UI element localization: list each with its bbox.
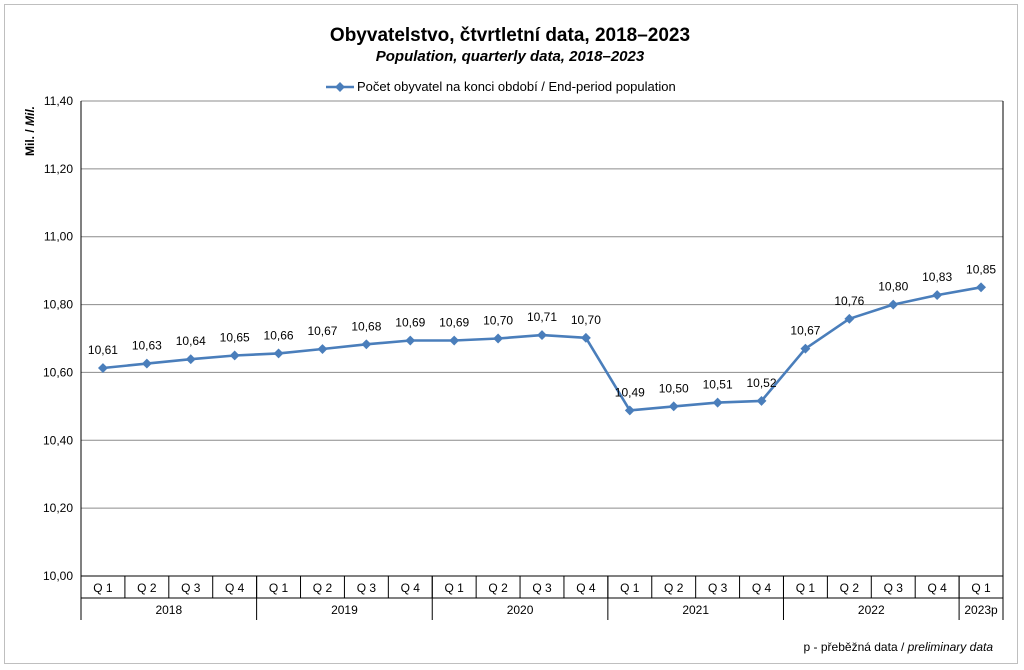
chart-subtitle: Population, quarterly data, 2018–2023 [376, 48, 645, 65]
data-point [668, 401, 679, 412]
legend-marker [335, 82, 345, 92]
x-tick-label: Q 4 [401, 581, 421, 595]
data-point [580, 332, 591, 343]
data-point [932, 290, 943, 301]
x-tick-label: Q 3 [181, 581, 201, 595]
gridlines [81, 100, 1003, 577]
data-label: 10,67 [307, 324, 337, 338]
data-point [449, 335, 460, 346]
y-axis-label: Mil. / Mil. [23, 106, 37, 156]
x-tick-label: Q 1 [796, 581, 816, 595]
x-tick-label: Q 3 [708, 581, 728, 595]
data-label: 10,63 [132, 339, 162, 353]
data-point [229, 350, 240, 361]
data-point [493, 333, 504, 344]
y-tick-label: 11,20 [44, 162, 73, 176]
x-tick-label: Q 4 [752, 581, 772, 595]
data-point [185, 354, 196, 365]
data-point [273, 348, 284, 359]
data-label: 10,76 [834, 294, 864, 308]
y-tick-labels: 10,00 10,20 10,40 10,60 10,80 11,00 11,20 11,40 [43, 94, 73, 583]
year-label: 2018 [155, 603, 182, 617]
data-label: 10,68 [351, 319, 381, 333]
year-label: 2020 [507, 603, 534, 617]
chart-frame [4, 4, 1018, 664]
legend-label: Počet obyvatel na konci období / End-per… [357, 79, 676, 94]
y-tick-label: 11,00 [44, 230, 73, 244]
data-label: 10,67 [790, 324, 820, 338]
data-point [800, 343, 811, 354]
y-tick-label: 10,00 [43, 569, 73, 583]
x-tick-label: Q 2 [664, 581, 684, 595]
x-tick-label: Q 2 [840, 581, 860, 595]
x-category-labels: Q 1 Q 2 Q 3 Q 4 Q 1 Q 2 Q 3 Q 4 Q 1 Q 2 Q 3 Q 4 Q 1 Q… [93, 581, 998, 617]
axes [80, 101, 1004, 620]
x-tick-label: Q 3 [532, 581, 552, 595]
footnote-en: preliminary data [907, 640, 994, 654]
data-label: 10,66 [264, 328, 294, 342]
data-point [141, 358, 152, 369]
legend: Počet obyvatel na konci období / End-per… [326, 79, 676, 94]
data-label: 10,51 [703, 378, 733, 392]
data-label: 10,49 [615, 385, 645, 399]
x-tick-label: Q 4 [576, 581, 596, 595]
year-label: 2019 [331, 603, 358, 617]
data-label: 10,70 [483, 314, 513, 328]
data-point [712, 397, 723, 408]
x-tick-label: Q 2 [313, 581, 333, 595]
data-point [888, 299, 899, 310]
data-point [537, 330, 547, 341]
x-tick-label: Q 4 [225, 581, 245, 595]
data-label: 10,80 [878, 280, 908, 294]
x-tick-label: Q 1 [93, 581, 113, 595]
x-tick-label: Q 1 [269, 581, 289, 595]
x-tick-label: Q 2 [488, 581, 508, 595]
data-label: 10,69 [439, 316, 469, 330]
data-label: 10,65 [220, 330, 250, 344]
y-tick-label: 10,80 [43, 298, 73, 312]
x-tick-label: Q 4 [927, 581, 947, 595]
x-tick-label: Q 1 [620, 581, 640, 595]
data-point [317, 344, 328, 354]
x-tick-label: Q 2 [137, 581, 157, 595]
footnote-cz: p - přeběžná data / [804, 640, 905, 654]
data-point [624, 405, 635, 416]
y-tick-label: 10,60 [43, 365, 73, 379]
year-label: 2023p [964, 603, 998, 617]
chart-title: Obyvatelstvo, čtvrtletní data, 2018–2023 [330, 25, 690, 46]
data-label: 10,69 [395, 316, 425, 330]
data-label: 10,61 [88, 343, 118, 357]
x-tick-label: Q 1 [971, 581, 991, 595]
y-tick-label: 10,40 [43, 433, 73, 447]
x-tick-label: Q 3 [357, 581, 377, 595]
data-labels: 10,61 10,63 10,64 10,65 10,66 10,67 10,68 10,69… [88, 262, 996, 399]
data-label: 10,71 [527, 310, 557, 324]
data-point [361, 339, 372, 350]
data-point [756, 395, 767, 406]
y-tick-label: 10,20 [43, 501, 73, 515]
data-label: 10,64 [176, 334, 206, 348]
year-label: 2022 [858, 603, 885, 617]
data-point [976, 282, 986, 293]
data-point [405, 335, 416, 346]
x-tick-label: Q 1 [445, 581, 465, 595]
x-tick-label: Q 3 [884, 581, 904, 595]
data-label: 10,52 [747, 376, 777, 390]
y-axis-label-cz: Mil. / [23, 129, 37, 156]
y-tick-label: 11,40 [44, 94, 73, 108]
year-label: 2021 [682, 603, 709, 617]
footnote: p - přeběžná data / preliminary data [804, 640, 994, 654]
data-point [98, 363, 108, 373]
data-label: 10,83 [922, 270, 952, 284]
data-point [844, 313, 855, 324]
data-label: 10,50 [659, 381, 689, 395]
y-axis-label-en: Mil. [23, 106, 37, 126]
data-label: 10,70 [571, 313, 601, 327]
data-label: 10,85 [966, 262, 996, 276]
